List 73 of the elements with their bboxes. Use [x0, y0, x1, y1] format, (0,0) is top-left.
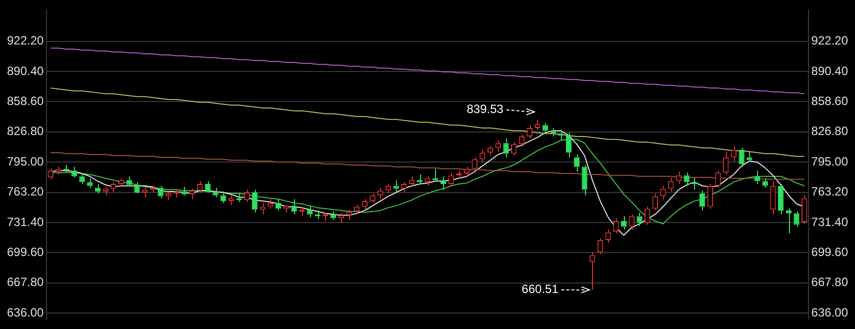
candlestick: [181, 186, 187, 196]
y2-tick-label: 795.00: [811, 154, 848, 168]
candlestick: [802, 194, 808, 224]
candlestick: [126, 176, 132, 186]
y-tick-label: 858.60: [7, 94, 44, 108]
candlestick: [189, 188, 195, 200]
candlestick: [652, 192, 658, 212]
candlestick: [511, 142, 517, 156]
candlestick: [613, 218, 619, 234]
candlestick: [173, 189, 180, 198]
candlestick: [684, 172, 690, 186]
candlestick: [142, 187, 148, 198]
candlestick: [620, 216, 627, 230]
candlestick: [566, 132, 572, 158]
y2-tick-label: 826.80: [811, 124, 848, 138]
y-tick-label: 731.40: [7, 214, 44, 229]
candlestick: [597, 238, 604, 255]
candlestick: [723, 151, 729, 175]
candlestick: [699, 190, 706, 212]
y-tick-label: 922.20: [7, 34, 44, 48]
candlestick: [762, 178, 768, 188]
candlestick: [786, 208, 792, 234]
candlestick: [118, 178, 124, 186]
y-tick-label: 699.60: [7, 245, 44, 260]
y2-tick-label: 858.60: [811, 94, 848, 108]
candlestick: [715, 170, 721, 188]
candlestick: [503, 138, 509, 158]
y2-tick-label: 763.20: [811, 184, 848, 199]
y-tick-label: 667.80: [7, 275, 44, 290]
candlestick: [472, 156, 478, 172]
candlestick: [794, 211, 800, 228]
candlestick: [212, 187, 218, 198]
y-tick-label: 636.00: [7, 305, 44, 320]
candlestick: [110, 182, 116, 192]
candlestick: [534, 119, 540, 130]
candlestick: [636, 212, 642, 226]
candlestick: [275, 198, 282, 212]
y-tick-label: 795.00: [7, 154, 44, 168]
y2-tick-label: 636.00: [811, 305, 848, 320]
y-tick-label: 826.80: [7, 124, 44, 138]
annotation: 660.51: [522, 282, 559, 296]
candlestick: [102, 186, 108, 196]
candlestick: [228, 194, 234, 206]
candlestick: [574, 154, 580, 172]
candlestick: [291, 198, 297, 215]
y-tick-label: 763.20: [7, 184, 44, 199]
candlestick: [268, 198, 274, 210]
candlestick: [770, 180, 776, 215]
candlestick: [542, 122, 548, 134]
candlestick: [440, 176, 446, 190]
candlestick: [346, 209, 352, 221]
y-tick-label: 890.40: [7, 64, 44, 78]
candlestick: [87, 178, 93, 188]
y2-tick-label: 731.40: [811, 214, 848, 229]
candlestick: [738, 147, 744, 168]
candlestick: [134, 182, 140, 194]
candlestick: [644, 206, 650, 226]
candlestick: [252, 189, 258, 213]
y2-tick-label: 922.20: [811, 34, 848, 48]
candlestick: [582, 164, 588, 196]
candlestick: [778, 183, 784, 215]
candlestick: [220, 191, 226, 204]
candlestick: [71, 166, 78, 178]
y2-tick-label: 667.80: [811, 275, 848, 290]
y2-tick-label: 699.60: [811, 245, 848, 260]
y2-tick-label: 890.40: [811, 64, 848, 78]
candlestick: [166, 191, 172, 201]
candlestick: [79, 173, 85, 184]
candlestick: [628, 214, 634, 230]
annotation: 839.53: [466, 102, 504, 116]
candlestick: [707, 183, 713, 210]
candlestick: [158, 185, 164, 199]
candlestick: [424, 176, 430, 186]
